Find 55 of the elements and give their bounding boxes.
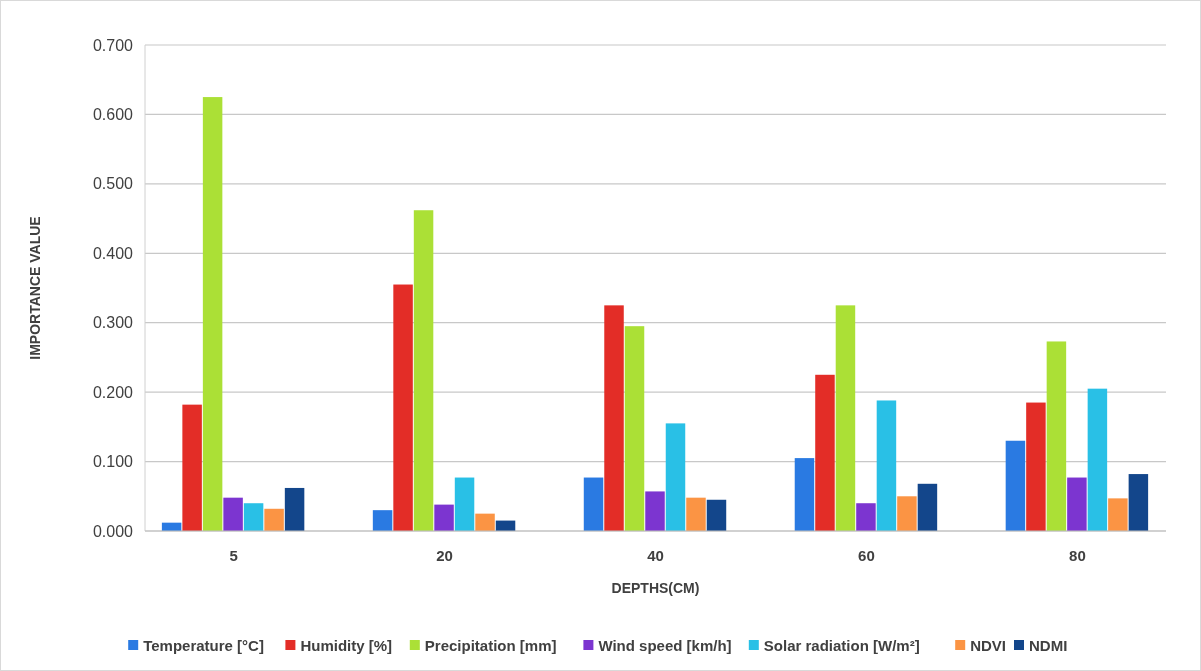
y-tick-label: 0.400 [92,244,134,262]
legend-label: NDVI [970,637,1007,655]
x-tick-label: 80 [1069,547,1086,564]
y-axis-title: IMPORTANCE VALUE [27,216,43,360]
bar [413,210,434,531]
bar [372,510,393,531]
bar [1087,388,1108,531]
legend-label: Wind speed [km/h] [598,637,732,655]
bar [835,305,856,531]
bar [917,483,938,531]
y-tick-label: 0.700 [92,36,134,54]
bar [1046,341,1067,531]
legend-label: Solar radiation [W/m²] [763,637,920,655]
bar [393,284,413,531]
bar [645,491,665,531]
bar [243,503,264,531]
bar [1067,477,1087,531]
bar [604,305,624,531]
x-tick-label: 60 [858,547,875,564]
bar [1108,498,1128,531]
y-tick-label: 0.600 [92,106,134,124]
bar [1128,474,1149,531]
bar [706,499,727,531]
bar [284,487,305,531]
y-tick-label: 0.100 [92,453,134,471]
y-tick-label: 0.300 [92,314,134,332]
y-tick-label: 0.500 [92,175,134,193]
bar [264,508,284,531]
bar [794,458,815,531]
legend-label: Temperature [°C] [143,637,264,655]
legend-label: Precipitation [mm] [424,637,557,655]
bar [182,404,202,531]
bar [454,477,475,531]
bar [876,400,897,531]
bar [202,97,223,531]
bar [665,423,686,531]
y-tick-label: 0.000 [92,522,134,540]
bar [897,496,917,531]
bar [1005,440,1026,531]
x-tick-label: 40 [647,547,664,564]
x-axis-title: DEPTHS(CM) [611,580,700,596]
bar [475,513,495,531]
bar [583,477,604,531]
y-tick-label: 0.200 [92,383,134,401]
legend-label: Humidity [%] [300,637,393,655]
bar [856,503,876,531]
bar [624,326,645,531]
bar [815,374,835,531]
bar [1026,402,1046,531]
legend-label: NDMI [1029,637,1068,655]
bar [686,497,706,531]
bar [434,504,454,531]
x-tick-label: 20 [436,547,453,564]
bar [223,497,243,531]
x-tick-label: 5 [229,547,238,564]
